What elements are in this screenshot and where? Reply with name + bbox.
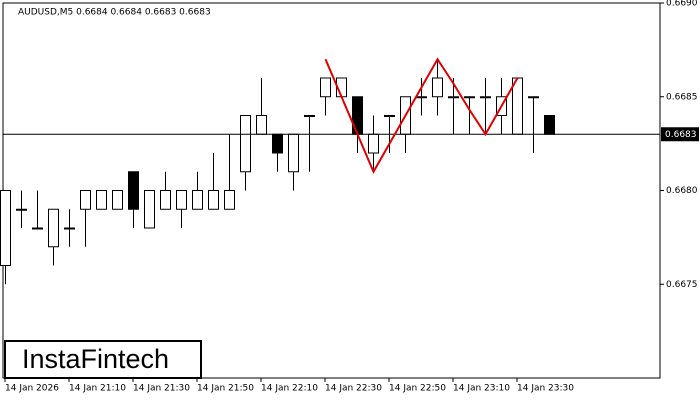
candle-body [352, 96, 363, 135]
candle-body [16, 208, 27, 211]
candle-body [112, 190, 123, 210]
x-tick-label: 14 Jan 22:30 [325, 384, 382, 394]
candle-body [160, 190, 171, 210]
x-tick-label: 14 Jan 22:50 [389, 384, 446, 394]
candle-body [192, 190, 203, 210]
candle-body [544, 115, 555, 135]
logo-box [4, 340, 202, 379]
candle-body [448, 96, 459, 99]
candle-body [480, 96, 491, 99]
candle-body [208, 190, 219, 210]
candle-body [32, 227, 43, 230]
y-tick-label: 0.6690 [666, 0, 698, 9]
candle-body [240, 115, 251, 173]
y-tick-label: 0.6675 [666, 280, 698, 290]
price-label: 0.6683 [665, 130, 697, 140]
candle-body [464, 96, 475, 99]
candle-body [0, 190, 11, 266]
chart-header: AUDUSD,M5 0.6684 0.6684 0.6683 0.6683 [18, 8, 211, 18]
candle-body [384, 115, 395, 117]
candle-body [64, 227, 75, 230]
candle-body [304, 115, 315, 117]
candle-body [368, 133, 379, 154]
candle-body [528, 96, 539, 99]
candle-body [432, 77, 443, 98]
x-tick-label: 14 Jan 21:30 [133, 384, 190, 394]
x-tick-label: 14 Jan 21:50 [197, 384, 254, 394]
candle-body [224, 190, 235, 210]
x-tick-label: 14 Jan 23:10 [453, 384, 510, 394]
candle-body [96, 190, 107, 210]
candle-body [144, 190, 155, 229]
price-box [661, 127, 699, 142]
candle-body [176, 190, 187, 210]
x-tick-label: 14 Jan 21:10 [69, 384, 126, 394]
candle-body [80, 190, 91, 210]
candle-body [512, 77, 523, 135]
x-tick-label: 14 Jan 22:10 [261, 384, 318, 394]
candle-body [272, 133, 283, 154]
y-tick-label: 0.6685 [666, 92, 698, 102]
candle-body [256, 115, 267, 135]
candle-body [48, 208, 59, 248]
candle-body [416, 96, 427, 99]
candle-body [320, 77, 331, 98]
pattern-line [324, 57, 519, 174]
candle-body [128, 171, 139, 210]
x-tick-label: 14 Jan 2026 [5, 384, 59, 394]
y-tick-label: 0.6680 [666, 186, 698, 196]
logo: InstaFintech [22, 344, 169, 374]
candle-body [288, 133, 299, 173]
x-tick-label: 14 Jan 23:30 [517, 384, 574, 394]
